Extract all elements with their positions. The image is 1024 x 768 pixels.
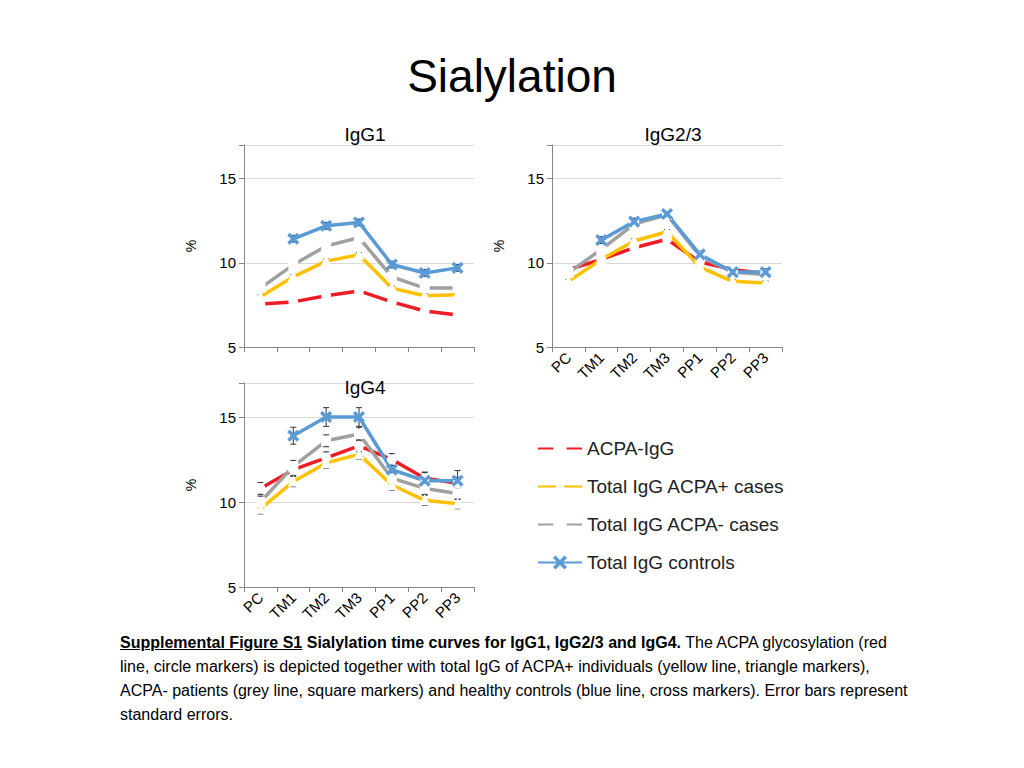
- svg-text:PP2: PP2: [399, 589, 431, 621]
- svg-text:TM1: TM1: [574, 349, 607, 382]
- svg-text:%: %: [183, 479, 199, 491]
- svg-text:5: 5: [228, 579, 236, 596]
- svg-text:PP1: PP1: [674, 349, 706, 381]
- svg-text:%: %: [183, 240, 199, 252]
- svg-text:10: 10: [219, 254, 236, 271]
- svg-text:IgG1: IgG1: [344, 124, 385, 145]
- svg-text:10: 10: [527, 254, 544, 271]
- svg-text:TM2: TM2: [607, 349, 640, 382]
- svg-text:10: 10: [219, 494, 236, 511]
- svg-text:IgG2/3: IgG2/3: [644, 124, 701, 145]
- svg-text:Sialylation: Sialylation: [407, 50, 617, 102]
- svg-text:Total IgG ACPA- cases: Total IgG ACPA- cases: [587, 514, 779, 535]
- svg-text:PC: PC: [548, 349, 575, 376]
- svg-text:PC: PC: [240, 589, 267, 616]
- svg-text:15: 15: [219, 409, 236, 426]
- svg-text:%: %: [491, 240, 507, 252]
- svg-text:TM3: TM3: [640, 349, 673, 382]
- svg-text:IgG4: IgG4: [344, 377, 386, 398]
- svg-text:ACPA-IgG: ACPA-IgG: [587, 438, 674, 459]
- svg-text:5: 5: [536, 339, 544, 356]
- html-text:Supplemental Figure S1 Sialyla: Supplemental Figure S1 Sialylation time …: [120, 634, 908, 723]
- svg-text:TM2: TM2: [299, 589, 332, 622]
- svg-text:15: 15: [219, 170, 236, 187]
- svg-text:5: 5: [228, 339, 236, 356]
- svg-text:PP1: PP1: [366, 589, 398, 621]
- svg-text:TM1: TM1: [266, 589, 299, 622]
- svg-text:PP3: PP3: [432, 589, 464, 621]
- svg-text:PP2: PP2: [707, 349, 739, 381]
- svg-text:TM3: TM3: [332, 589, 365, 622]
- svg-text:15: 15: [527, 170, 544, 187]
- svg-text:Total IgG ACPA+ cases: Total IgG ACPA+ cases: [587, 476, 784, 497]
- svg-text:PP3: PP3: [740, 349, 772, 381]
- svg-text:Total IgG controls: Total IgG controls: [587, 552, 735, 573]
